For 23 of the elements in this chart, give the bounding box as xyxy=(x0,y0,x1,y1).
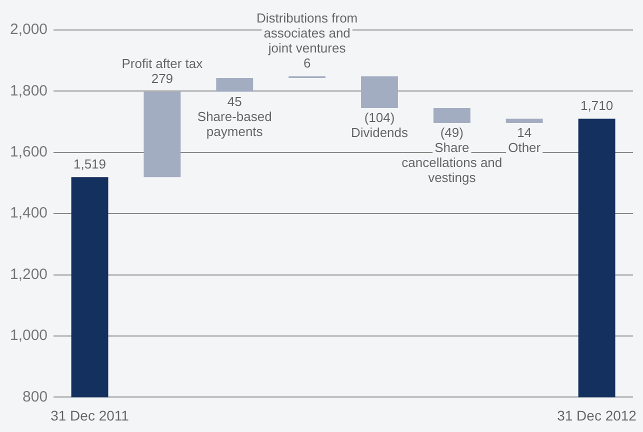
x-tick-label: 31 Dec 2011 xyxy=(50,407,130,424)
x-tick-label: Other xyxy=(508,140,542,156)
data-label: 14 xyxy=(517,125,532,140)
data-label: 279 xyxy=(151,70,174,86)
y-tick-label: 2,000 xyxy=(10,21,48,38)
x-tick-label: Share cancellations and vestings xyxy=(402,140,502,186)
data-label: (49) xyxy=(440,125,464,140)
y-tick-label: 800 xyxy=(22,388,48,406)
x-tick-label: Profit after tax xyxy=(122,56,204,71)
y-tick-label: 1,400 xyxy=(10,204,48,222)
y-tick-label: 1,600 xyxy=(10,144,48,161)
y-tick-label: 1,000 xyxy=(10,327,48,344)
data-label: 1,710 xyxy=(580,98,614,113)
data-label: (104) xyxy=(364,110,395,126)
x-tick-label: 31 Dec 2012 xyxy=(557,407,637,424)
data-label: 45 xyxy=(227,94,242,109)
data-label: 6 xyxy=(303,55,311,70)
x-tick-label: Share-based payments xyxy=(197,108,272,139)
data-label: 1,519 xyxy=(73,156,106,172)
x-tick-label: Distributions from associates and joint ventures xyxy=(256,10,358,56)
y-tick-label: 1,800 xyxy=(10,82,48,100)
x-tick-label: Dividends xyxy=(350,125,409,140)
y-tick-label: 1,200 xyxy=(10,266,48,283)
